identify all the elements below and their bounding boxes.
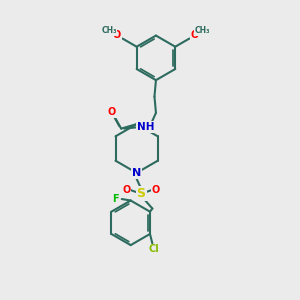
Text: O: O <box>191 30 199 40</box>
Text: O: O <box>107 107 116 117</box>
Text: S: S <box>136 187 146 200</box>
Text: N: N <box>132 168 141 178</box>
Text: CH₃: CH₃ <box>195 26 211 35</box>
Text: F: F <box>112 194 119 204</box>
Text: Cl: Cl <box>148 244 159 254</box>
Text: O: O <box>122 184 130 194</box>
Text: O: O <box>113 30 121 40</box>
Text: O: O <box>152 184 160 194</box>
Text: NH: NH <box>137 122 154 132</box>
Text: CH₃: CH₃ <box>101 26 117 35</box>
